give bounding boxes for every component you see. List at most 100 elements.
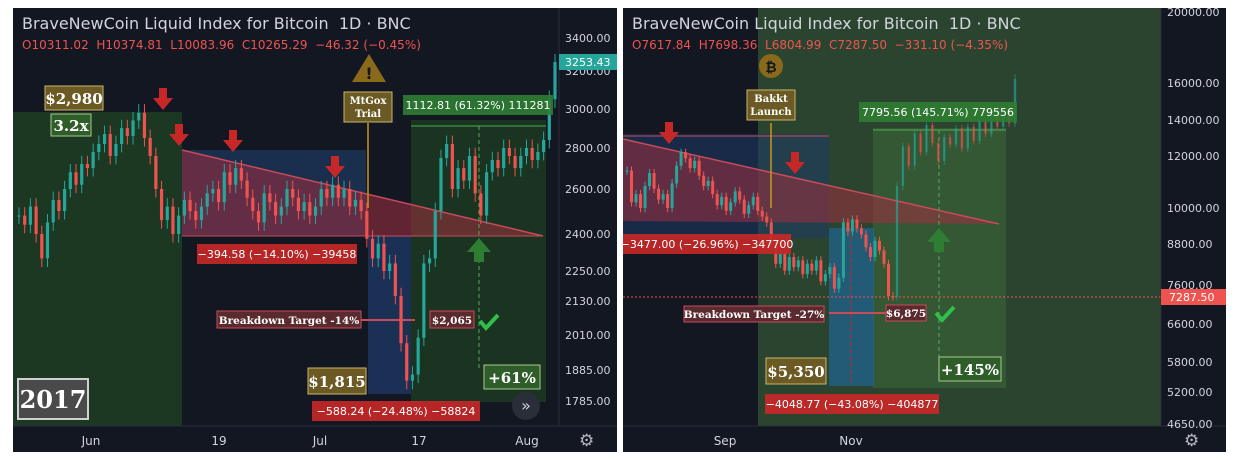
candle: [715, 194, 719, 206]
y-tick: 12000.00: [1167, 150, 1220, 163]
candle: [823, 274, 827, 282]
candle: [931, 125, 934, 143]
candle: [51, 199, 55, 223]
candle: [296, 197, 301, 212]
candle: [855, 219, 859, 229]
down-arrow-icon: [153, 88, 173, 110]
candle: [182, 199, 186, 216]
candle: [913, 133, 916, 166]
ohlc-change: −331.10 (−4.35%): [894, 38, 1009, 52]
x-axis-ticks-2017: Jun 19 Jul 17 Aug: [81, 434, 539, 448]
scroll-to-realtime-button[interactable]: »: [512, 392, 540, 420]
range-down-2-text: −4048.77 (−43.08%) −404877: [766, 398, 939, 411]
candle: [365, 211, 369, 239]
gain-box: [938, 356, 1002, 382]
candle: [439, 157, 443, 212]
candle: [108, 134, 112, 156]
candle: [769, 222, 773, 241]
candle: [473, 155, 477, 194]
y-tick: 5200.00: [1167, 386, 1213, 399]
range-down-1-text: −394.58 (−14.10%) −39458: [198, 248, 357, 261]
y-tick: 1885.00: [565, 364, 611, 377]
candle: [353, 199, 358, 207]
y-tick: 3400.00: [565, 32, 611, 45]
candle: [783, 253, 787, 271]
chart-canvas-2017[interactable]: ! 3400.003200.003000.002800.002600.00240…: [13, 8, 617, 452]
breakdown-label-box: [683, 305, 825, 323]
candle: [507, 148, 511, 156]
candle: [331, 184, 335, 198]
candle: [702, 175, 706, 187]
candle: [159, 189, 164, 221]
candle: [864, 234, 868, 248]
year-text: 2017: [20, 385, 87, 414]
source-text: BNC: [376, 14, 411, 33]
candle: [165, 206, 169, 221]
source-text: BNC: [986, 14, 1021, 33]
candle: [805, 263, 809, 275]
candle: [877, 240, 881, 251]
candle: [886, 263, 890, 297]
candle: [832, 267, 836, 289]
candle: [114, 143, 118, 156]
candle: [850, 219, 854, 232]
breakdown-label-box: [216, 310, 362, 329]
chart-canvas-2019[interactable]: ₿ 20000.00 16000.00 14000.00 12000.00 10000.…: [623, 8, 1226, 452]
candle: [524, 148, 529, 156]
chart-panel-2019[interactable]: ₿ 20000.00 16000.00 14000.00 12000.00 10000.…: [623, 8, 1226, 452]
candle: [937, 142, 940, 161]
candle: [630, 170, 634, 203]
candle: [819, 260, 823, 282]
ohlc-high: H10374.81: [96, 38, 163, 52]
event-box: [746, 89, 796, 121]
title-text: BraveNewCoin Liquid Index for Bitcoin: [22, 14, 329, 33]
green-zone-left: [13, 112, 182, 426]
x-tick: Nov: [839, 434, 862, 448]
down-arrow-icon: [223, 130, 243, 152]
candle: [216, 189, 221, 203]
ohlc-high: H7698.36: [698, 38, 758, 52]
candle: [405, 343, 409, 381]
y-tick: 2250.00: [565, 265, 611, 278]
last-price-tag: [1161, 289, 1226, 305]
chart-panel-2017[interactable]: ! 3400.00 3200.00 3000.00 2800.00 2600.00 240…: [13, 8, 617, 452]
candle: [239, 168, 243, 181]
candle: [359, 199, 363, 212]
candle: [171, 206, 175, 234]
interval-text[interactable]: 1D: [948, 14, 972, 33]
candle: [234, 168, 238, 185]
triangle-trendline: [181, 149, 544, 237]
range-down-2-box: [312, 401, 480, 421]
low-price-box: [307, 367, 367, 395]
candles-2017: [17, 53, 557, 390]
candle: [513, 155, 517, 169]
candle: [273, 202, 278, 216]
event-text: MtGox: [350, 96, 388, 107]
candle: [57, 199, 61, 212]
last-price-value: 3253.43: [565, 56, 611, 69]
candle: [688, 158, 692, 169]
gear-icon[interactable]: ⚙: [579, 431, 595, 451]
candle: [382, 243, 386, 271]
candle: [427, 258, 432, 264]
candle: [445, 143, 449, 158]
candle: [901, 146, 905, 187]
x-tick: Jul: [312, 434, 327, 448]
candle: [251, 197, 255, 212]
candle: [706, 180, 710, 187]
candle: [990, 116, 993, 134]
candle: [137, 112, 141, 121]
candle: [308, 202, 312, 216]
y-tick: 10000.00: [1167, 202, 1220, 215]
range-up-box: [403, 95, 553, 115]
interval-text[interactable]: 1D: [338, 14, 362, 33]
candle: [810, 263, 814, 271]
down-arrow-icon: [785, 152, 805, 174]
candle: [125, 128, 129, 137]
candle: [205, 193, 209, 207]
candle: [972, 126, 975, 141]
gear-icon[interactable]: ⚙: [1184, 431, 1200, 451]
gain-text: +61%: [488, 369, 536, 387]
price-box-top-text: $2,980: [45, 90, 102, 108]
candle: [787, 257, 791, 271]
